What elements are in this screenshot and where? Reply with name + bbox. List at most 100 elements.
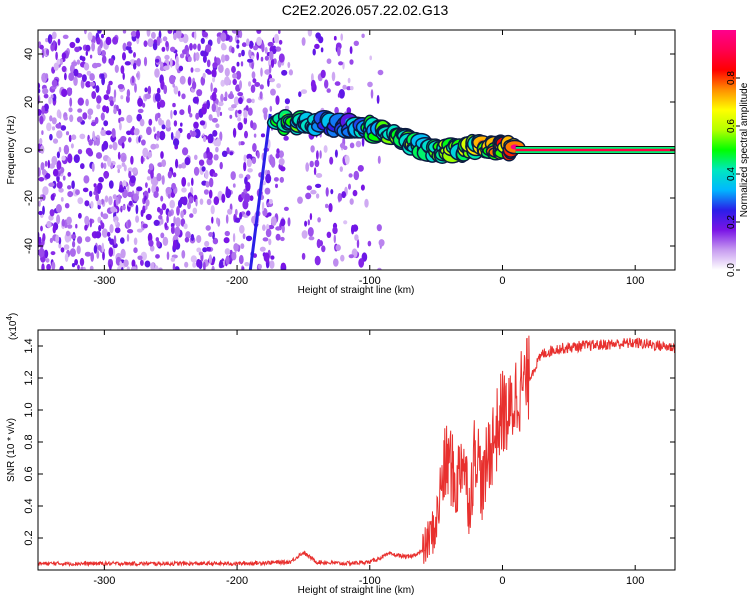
heatmap-cell xyxy=(269,105,273,112)
snr-panel: -300 -200 -100 0 100 0.2 0.4 0.6 0.8 1.0 1.2 1.4 H… xyxy=(5,313,676,596)
heatmap-cell xyxy=(151,31,156,39)
heatmap-cell xyxy=(283,135,289,141)
heatmap-cell xyxy=(212,130,218,137)
heatmap-cell xyxy=(246,38,250,47)
heatmap-cell xyxy=(238,141,241,146)
heatmap-cell xyxy=(205,246,212,252)
heatmap-cell xyxy=(75,37,80,44)
heatmap-cell xyxy=(167,210,172,217)
heatmap-cell xyxy=(155,58,160,63)
heatmap-cell xyxy=(377,155,381,164)
heatmap-cell xyxy=(235,217,241,223)
heatmap-cell xyxy=(361,136,365,147)
heatmap-cell xyxy=(278,30,281,34)
heatmap-cell xyxy=(259,91,263,100)
heatmap-cell xyxy=(307,227,314,237)
heatmap-cell xyxy=(144,260,151,268)
heatmap-cell xyxy=(360,184,365,191)
heatmap-cell xyxy=(229,151,234,156)
heatmap-cell xyxy=(46,122,52,132)
heatmap-cell xyxy=(170,109,173,120)
heatmap-cell xyxy=(304,220,308,227)
heatmap-cell xyxy=(247,107,253,116)
heatmap-cell xyxy=(160,218,164,225)
heatmap-cell xyxy=(144,87,148,93)
heatmap-cell xyxy=(249,195,254,202)
heatmap-cell xyxy=(150,169,154,179)
colorbar-tick-label: 0.8 xyxy=(726,71,737,85)
heatmap-cell xyxy=(199,120,206,126)
heatmap-cell xyxy=(313,167,317,176)
heatmap-cell xyxy=(118,108,122,116)
heatmap-cell xyxy=(40,225,43,232)
heatmap-cell xyxy=(91,91,97,99)
heatmap-cell xyxy=(122,42,127,52)
heatmap-cell xyxy=(357,165,364,172)
snr-frame xyxy=(37,329,676,571)
heatmap-cell xyxy=(245,105,249,112)
heatmap-cell xyxy=(268,198,273,205)
x-tick-label: 0 xyxy=(499,275,505,287)
heatmap-cell xyxy=(103,162,107,170)
heatmap-cell xyxy=(326,231,332,238)
heatmap-cell xyxy=(122,180,127,189)
heatmap-cell xyxy=(187,76,192,86)
heatmap-cell xyxy=(119,261,122,266)
heatmap-cell xyxy=(85,50,89,56)
heatmap-cell xyxy=(200,76,206,86)
heatmap-cell xyxy=(225,55,229,60)
heatmap-cell xyxy=(238,173,244,179)
heatmap-cell xyxy=(71,180,75,189)
heatmap-cell xyxy=(93,191,97,195)
heatmap-cell xyxy=(77,236,83,244)
heatmap-cell xyxy=(300,89,308,94)
heatmap-cell xyxy=(83,175,90,184)
heatmap-cell xyxy=(95,85,100,93)
heatmap-cell xyxy=(223,237,230,244)
heatmap-cell xyxy=(45,38,49,43)
heatmap-cell xyxy=(156,87,161,94)
heatmap-cell xyxy=(84,251,91,257)
heatmap-cell xyxy=(55,204,62,213)
heatmap-cell xyxy=(273,177,279,182)
heatmap-cell xyxy=(109,100,114,107)
heatmap-cell xyxy=(198,159,205,166)
heatmap-cell xyxy=(202,31,209,38)
heatmap-cell xyxy=(51,79,58,87)
heatmap-cell xyxy=(113,108,117,115)
heatmap-cell xyxy=(232,183,236,188)
heatmap-cell xyxy=(216,217,219,225)
heatmap-cell xyxy=(113,235,117,246)
heatmap-cell xyxy=(192,96,199,104)
heatmap-cell xyxy=(176,206,180,216)
heatmap-cell xyxy=(239,212,243,220)
heatmap-x-label: Height of straight line (km) xyxy=(298,285,415,296)
heatmap-stripe-core xyxy=(515,148,675,152)
x-tick-label: -200 xyxy=(226,575,248,587)
heatmap-cell xyxy=(165,186,172,195)
heatmap-cell xyxy=(84,200,90,207)
heatmap-cell xyxy=(111,128,116,138)
heatmap-cell xyxy=(134,83,137,93)
heatmap-cell xyxy=(216,36,221,45)
heatmap-cell xyxy=(205,225,211,231)
heatmap-cell xyxy=(135,204,139,215)
heatmap-cell xyxy=(89,265,94,270)
heatmap-cell xyxy=(187,182,191,187)
heatmap-cell xyxy=(269,260,275,269)
heatmap-cell xyxy=(235,70,242,80)
heatmap-cell xyxy=(44,173,51,179)
heatmap-cell xyxy=(117,84,125,90)
heatmap-cell xyxy=(367,240,372,247)
heatmap-cell xyxy=(41,130,44,136)
x-tick-label: -300 xyxy=(93,575,115,587)
heatmap-cell xyxy=(334,106,339,115)
heatmap-cell xyxy=(82,187,89,193)
heatmap-cell xyxy=(173,32,177,41)
heatmap-cell xyxy=(173,138,180,147)
heatmap-cell xyxy=(231,251,237,261)
heatmap-cell xyxy=(56,130,63,139)
heatmap-cell xyxy=(307,219,310,226)
heatmap-cell xyxy=(81,56,86,62)
snr-x-ticks: -300 -200 -100 0 100 xyxy=(93,330,644,587)
